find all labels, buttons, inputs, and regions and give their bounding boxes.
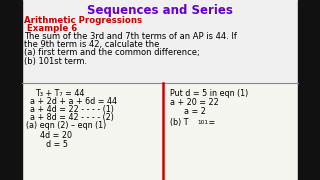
Text: (b) 101st term.: (b) 101st term. <box>24 57 87 66</box>
Text: (a) eqn (2) – eqn (1): (a) eqn (2) – eqn (1) <box>26 121 106 130</box>
Text: the 9th term is 42, calculate the: the 9th term is 42, calculate the <box>24 40 159 49</box>
Text: (b) T: (b) T <box>170 118 188 127</box>
Text: a + 4d = 22 - - - - (1): a + 4d = 22 - - - - (1) <box>30 105 114 114</box>
Text: Example 6: Example 6 <box>24 24 77 33</box>
Bar <box>22 0 298 180</box>
Bar <box>298 0 320 180</box>
Text: (a) first term and the common difference;: (a) first term and the common difference… <box>24 48 200 57</box>
Text: The sum of the 3rd and 7th terms of an AP is 44. If: The sum of the 3rd and 7th terms of an A… <box>24 32 237 41</box>
Bar <box>0 0 22 180</box>
Text: a + 2d + a + 6d = 44: a + 2d + a + 6d = 44 <box>30 97 117 106</box>
Text: a = 2: a = 2 <box>184 107 206 116</box>
Text: Put d = 5 in eqn (1): Put d = 5 in eqn (1) <box>170 89 248 98</box>
Text: Sequences and Series: Sequences and Series <box>87 4 233 17</box>
Bar <box>22 83 298 180</box>
Text: a + 20 = 22: a + 20 = 22 <box>170 98 219 107</box>
Text: 4d = 20: 4d = 20 <box>40 131 72 140</box>
Text: =: = <box>206 118 215 127</box>
Text: d = 5: d = 5 <box>46 140 68 149</box>
Text: a + 8d = 42 - - - - (2): a + 8d = 42 - - - - (2) <box>30 113 114 122</box>
Text: 101: 101 <box>197 120 208 125</box>
Text: T₃ + T₇ = 44: T₃ + T₇ = 44 <box>35 89 84 98</box>
Text: Arithmetic Progressions: Arithmetic Progressions <box>24 16 142 25</box>
